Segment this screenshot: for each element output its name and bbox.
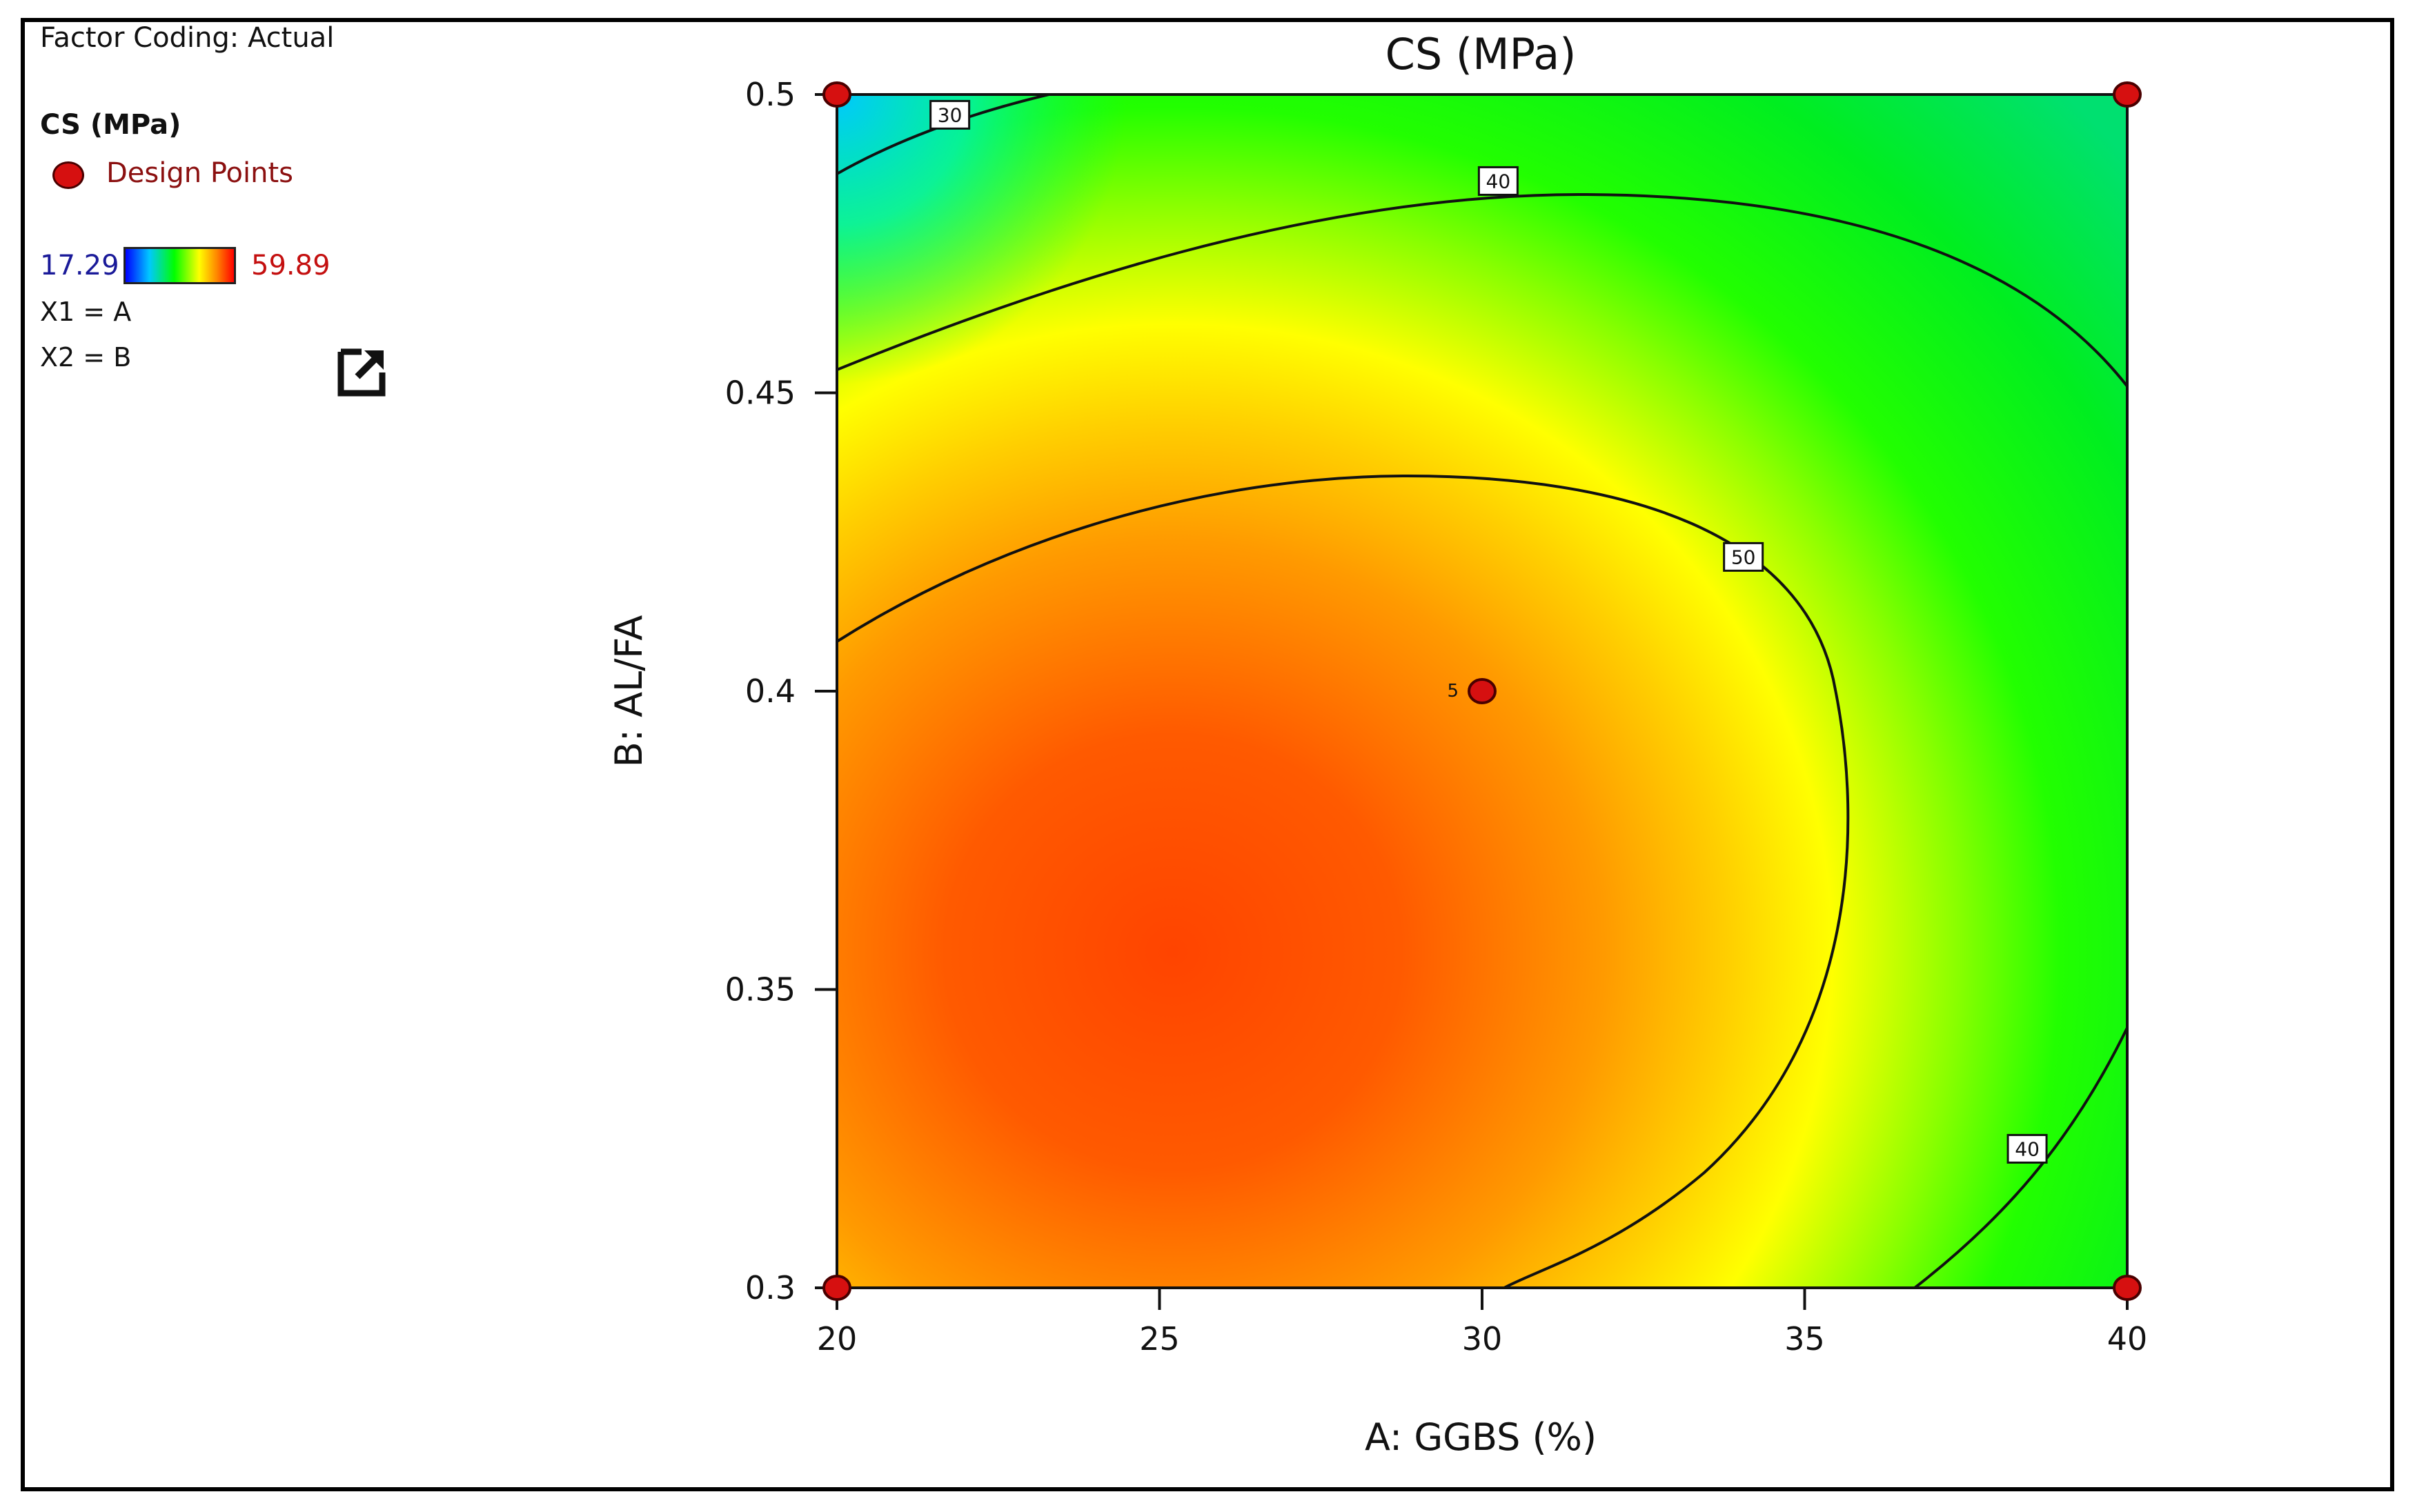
chart-title: CS (MPa) [1385,29,1577,79]
legend-title: CS (MPa) [40,109,181,141]
x-tick-label-2: 30 [1462,1320,1503,1357]
contour-label-50-2: 50 [1723,541,1764,572]
design-point-1 [2113,81,2142,108]
design-point-count-2: 5 [1447,681,1459,702]
contour-labels: 30 40 50 40 [929,99,2048,1164]
y-tick-label-1: 0.35 [725,971,796,1008]
color-scale-bar [124,247,236,284]
contour-label-30-0: 30 [929,99,971,130]
svg-text:50: 50 [1731,546,1756,568]
x-axis-label: A: GGBS (%) [1365,1415,1597,1459]
color-scale-max: 59.89 [251,250,331,281]
contour-label-40-3: 40 [2006,1133,2048,1164]
y-tick-label-2: 0.4 [745,673,796,710]
svg-text:40: 40 [2015,1137,2040,1160]
svg-text:30: 30 [938,103,963,126]
x-tick-label-4: 40 [2107,1320,2148,1357]
y-axis-label: B: AL/FA [607,615,651,768]
svg-text:40: 40 [1486,170,1511,192]
design-point-4 [2113,1275,2142,1301]
y-tick-label-4: 0.5 [745,76,796,113]
factor-coding-label: Factor Coding: Actual [40,22,335,54]
design-points-label: Design Points [106,157,293,189]
axes: 20 25 30 35 40 0.3 0.35 0.4 0.45 0.5 [725,76,2148,1357]
contour-label-40-1: 40 [1477,166,1519,196]
color-scale-min: 17.29 [40,250,119,281]
x1-mapping: X1 = A [40,297,132,327]
x-tick-label-0: 20 [817,1320,858,1357]
contour-line-50 [837,474,1850,1288]
x-tick-label-3: 35 [1784,1320,1825,1357]
x-tick-label-1: 25 [1139,1320,1180,1357]
design-point-3 [822,1275,851,1301]
contour-line-40-lower [1913,1027,2127,1288]
x2-mapping: X2 = B [40,342,132,372]
design-point-marker-icon [52,161,84,189]
y-tick-label-0: 0.3 [745,1269,796,1306]
design-point-0 [822,81,851,108]
y-tick-label-3: 0.45 [725,375,796,412]
design-point-2 [1468,678,1497,704]
design-points: 5 [822,81,2142,1301]
export-icon[interactable] [337,345,389,397]
contour-line-40-upper [837,192,2127,388]
